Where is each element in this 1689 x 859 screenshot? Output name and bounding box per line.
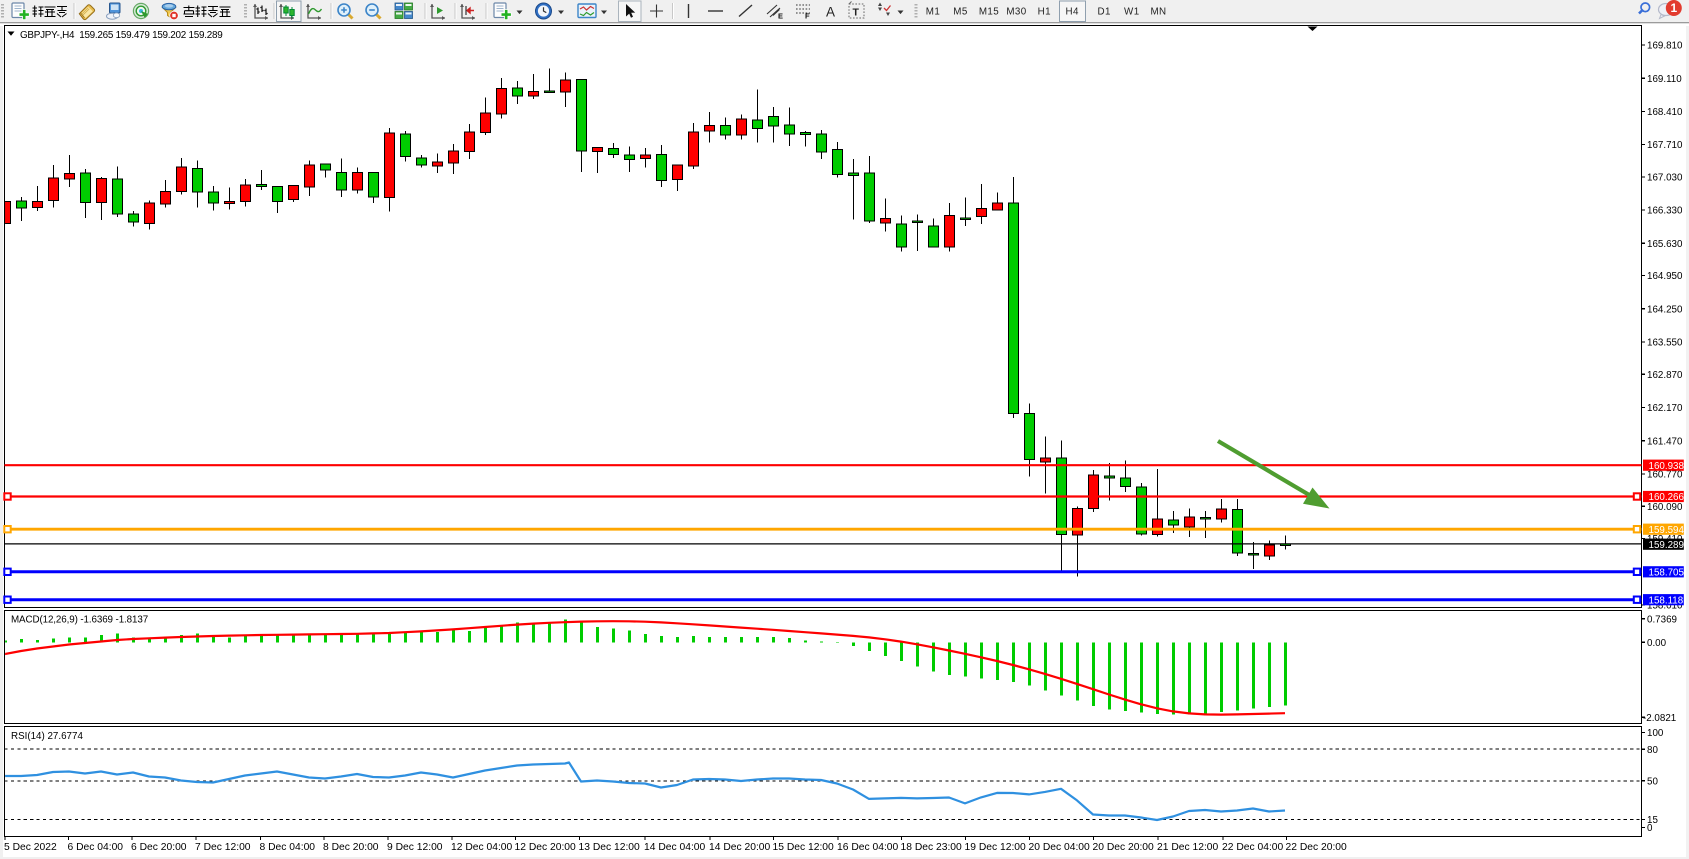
- svg-text:162.170: 162.170: [1647, 403, 1683, 414]
- svg-text:160.938: 160.938: [1649, 461, 1685, 472]
- svg-text:158.010: 158.010: [1647, 601, 1683, 612]
- svg-text:165.630: 165.630: [1647, 239, 1683, 250]
- svg-text:8 Dec 04:00: 8 Dec 04:00: [260, 842, 316, 853]
- svg-text:T: T: [853, 7, 860, 19]
- svg-text:80: 80: [1647, 745, 1658, 756]
- svg-text:158.705: 158.705: [1649, 567, 1685, 578]
- svg-text:168.410: 168.410: [1647, 107, 1683, 118]
- svg-text:21 Dec 12:00: 21 Dec 12:00: [1157, 842, 1219, 853]
- svg-text:MN: MN: [1150, 7, 1166, 18]
- svg-text:0: 0: [1647, 823, 1653, 834]
- svg-text:0.00: 0.00: [1647, 638, 1667, 649]
- svg-text:169.110: 169.110: [1647, 74, 1682, 85]
- svg-text:14 Dec 20:00: 14 Dec 20:00: [709, 842, 771, 853]
- svg-text:H1: H1: [1038, 7, 1051, 18]
- svg-text:162.870: 162.870: [1647, 370, 1683, 381]
- svg-text:9 Dec 12:00: 9 Dec 12:00: [387, 842, 443, 853]
- svg-text:18 Dec 23:00: 18 Dec 23:00: [901, 842, 963, 853]
- svg-text:160.770: 160.770: [1647, 470, 1683, 481]
- svg-text:MACD(12,26,9) -1.6369 -1.8137: MACD(12,26,9) -1.6369 -1.8137: [11, 615, 148, 626]
- svg-text:161.470: 161.470: [1647, 436, 1683, 447]
- svg-text:22 Dec 20:00: 22 Dec 20:00: [1286, 842, 1348, 853]
- svg-text:160.266: 160.266: [1649, 492, 1685, 503]
- svg-text:16 Dec 04:00: 16 Dec 04:00: [837, 842, 899, 853]
- svg-text:169.810: 169.810: [1647, 41, 1683, 52]
- svg-text:A: A: [826, 5, 835, 20]
- svg-text:15 Dec 12:00: 15 Dec 12:00: [773, 842, 835, 853]
- svg-text:M30: M30: [1006, 7, 1026, 18]
- svg-text:167.030: 167.030: [1647, 173, 1683, 184]
- svg-text:164.250: 164.250: [1647, 304, 1683, 315]
- svg-text:1: 1: [1670, 1, 1677, 15]
- svg-text:14 Dec 04:00: 14 Dec 04:00: [644, 842, 706, 853]
- svg-text:167.710: 167.710: [1647, 140, 1683, 151]
- svg-text:163.550: 163.550: [1647, 338, 1683, 349]
- svg-text:M1: M1: [926, 7, 940, 18]
- svg-text:160.090: 160.090: [1647, 502, 1683, 513]
- svg-text:6 Dec 20:00: 6 Dec 20:00: [131, 842, 187, 853]
- svg-text:D1: D1: [1098, 7, 1111, 18]
- svg-text:W1: W1: [1124, 7, 1140, 18]
- svg-text:E: E: [778, 12, 783, 21]
- svg-text:19 Dec 12:00: 19 Dec 12:00: [965, 842, 1027, 853]
- svg-text:159.289: 159.289: [1649, 540, 1684, 551]
- svg-text:100: 100: [1647, 728, 1664, 739]
- svg-text:6 Dec 04:00: 6 Dec 04:00: [68, 842, 124, 853]
- svg-text:12 Dec 20:00: 12 Dec 20:00: [515, 842, 577, 853]
- svg-text:159.594: 159.594: [1649, 525, 1685, 536]
- svg-text:H4: H4: [1066, 7, 1079, 18]
- svg-text:20 Dec 20:00: 20 Dec 20:00: [1093, 842, 1155, 853]
- svg-text:GBPJPY-,H4 159.265 159.479 15: GBPJPY-,H4 159.265 159.479 159.202 159.2…: [20, 30, 223, 41]
- svg-text:166.330: 166.330: [1647, 206, 1683, 217]
- svg-text:F: F: [805, 12, 810, 21]
- svg-text:5 Dec 2022: 5 Dec 2022: [4, 842, 57, 853]
- svg-text:50: 50: [1647, 776, 1658, 787]
- svg-text:RSI(14) 27.6774: RSI(14) 27.6774: [11, 731, 83, 742]
- svg-text:8 Dec 20:00: 8 Dec 20:00: [323, 842, 379, 853]
- svg-text:158.118: 158.118: [1649, 595, 1684, 606]
- svg-text:20 Dec 04:00: 20 Dec 04:00: [1029, 842, 1091, 853]
- svg-text:0.7369: 0.7369: [1647, 614, 1677, 625]
- svg-text:22 Dec 04:00: 22 Dec 04:00: [1222, 842, 1284, 853]
- svg-text:164.950: 164.950: [1647, 271, 1683, 282]
- svg-text:7 Dec 12:00: 7 Dec 12:00: [195, 842, 251, 853]
- svg-text:12 Dec 04:00: 12 Dec 04:00: [451, 842, 513, 853]
- svg-text:M5: M5: [953, 7, 968, 18]
- svg-text:-2.0821: -2.0821: [1643, 713, 1676, 724]
- svg-text:13 Dec 12:00: 13 Dec 12:00: [579, 842, 641, 853]
- svg-text:15: 15: [1647, 815, 1658, 826]
- svg-text:M15: M15: [979, 7, 999, 18]
